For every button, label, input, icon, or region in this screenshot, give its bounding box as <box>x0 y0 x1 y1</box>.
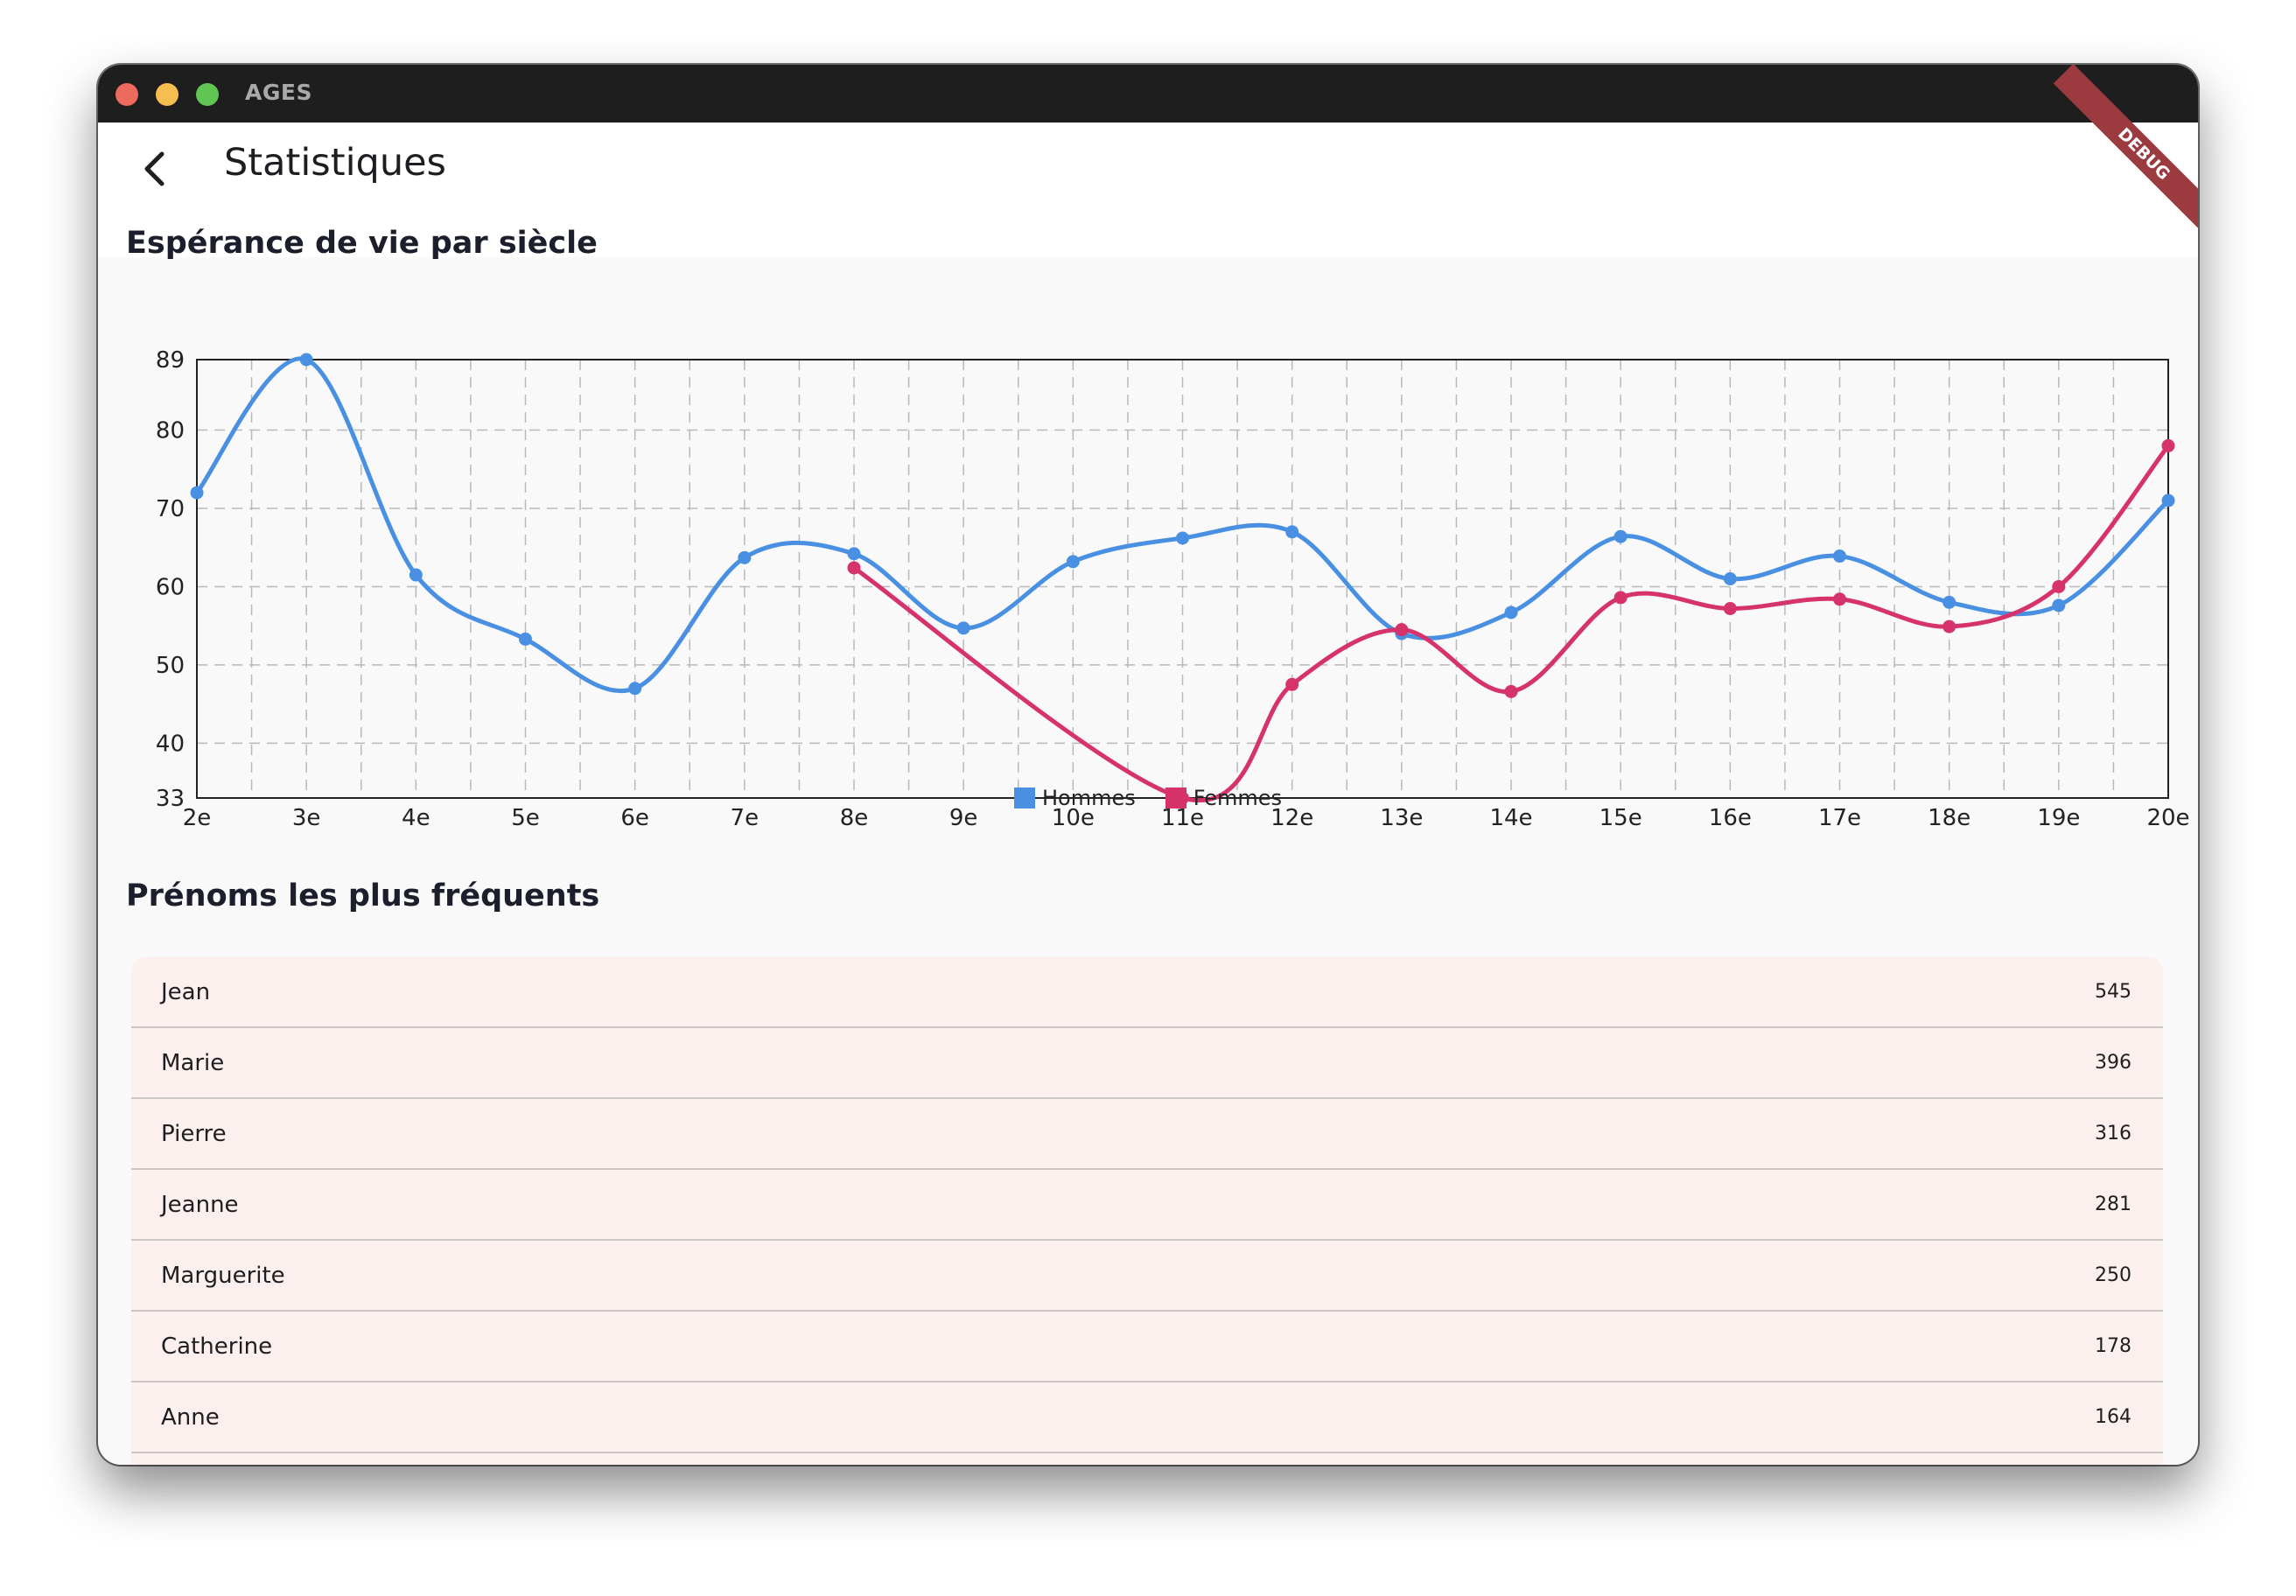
legend-item-femmes[interactable]: Femmes <box>1165 786 1283 810</box>
x-tick-label: 8e <box>840 805 869 831</box>
x-tick-label: 3e <box>292 805 321 831</box>
data-point-femmes <box>1614 591 1628 605</box>
data-point-femmes <box>1285 677 1299 691</box>
x-tick-label: 18e <box>1928 805 1970 831</box>
legend-swatch-femmes <box>1165 788 1186 808</box>
list-item[interactable]: Marie 396 <box>131 1028 2163 1099</box>
data-point-femmes <box>1723 601 1737 615</box>
data-point-femmes <box>1833 592 1846 606</box>
x-tick-label: 4e <box>402 805 430 831</box>
y-tick-label: 40 <box>156 731 185 757</box>
data-point-hommes <box>1285 525 1299 539</box>
data-point-hommes <box>628 682 642 696</box>
series-line-hommes <box>195 356 2170 694</box>
data-point-femmes <box>1504 684 1518 698</box>
data-point-hommes <box>738 550 752 564</box>
x-tick-label: 9e <box>949 805 978 831</box>
list-item[interactable]: Anne 164 <box>131 1382 2163 1453</box>
y-tick-label: 50 <box>156 653 185 679</box>
data-point-hommes <box>2052 598 2066 612</box>
data-point-hommes <box>1833 550 1846 564</box>
data-point-femmes <box>847 561 861 575</box>
data-point-femmes <box>1942 620 1956 634</box>
count-label: 316 <box>2095 1123 2132 1144</box>
window-title: AGES <box>245 80 312 105</box>
list-item[interactable]: Marguerite 250 <box>131 1241 2163 1312</box>
data-point-hommes <box>1942 595 1956 609</box>
frequent-names-title: Prénoms les plus fréquents <box>126 878 600 914</box>
x-tick-label: 10e <box>1052 805 1095 831</box>
data-point-hommes <box>1614 529 1628 543</box>
count-label: 396 <box>2095 1052 2132 1074</box>
data-point-hommes <box>1176 531 1189 545</box>
list-item[interactable]: Jean 545 <box>131 957 2163 1028</box>
app-bar <box>98 122 2198 257</box>
data-point-hommes <box>956 621 970 635</box>
life-expectancy-chart: 33 40 50 60 70 80 89 2e 3e 4e 5e 6e 7e 8e 9e 10e 11e 12e 1… <box>98 257 2198 922</box>
x-tick-label: 14e <box>1489 805 1532 831</box>
name-label: Jeanne <box>161 1191 239 1218</box>
data-point-femmes <box>2052 579 2066 593</box>
data-point-hommes <box>2161 494 2175 508</box>
name-label: Marie <box>161 1049 225 1076</box>
name-label: Anne <box>161 1404 220 1431</box>
x-tick-label: 13e <box>1380 805 1423 831</box>
y-tick-label: 70 <box>156 496 185 522</box>
name-label: Catherine <box>161 1333 273 1360</box>
x-tick-label: 7e <box>731 805 760 831</box>
x-tick-label: 15e <box>1600 805 1642 831</box>
data-point-femmes <box>2161 438 2175 452</box>
data-point-hommes <box>299 353 313 367</box>
legend-label-femmes: Femmes <box>1193 786 1283 810</box>
x-tick-label: 16e <box>1709 805 1752 831</box>
x-tick-label: 11e <box>1161 805 1204 831</box>
data-point-hommes <box>1723 572 1737 585</box>
frequent-names-list: Jean 545 Marie 396 Pierre 316 Jeanne 281… <box>131 957 2163 1465</box>
count-label: 545 <box>2095 981 2132 1003</box>
data-point-hommes <box>1504 606 1518 620</box>
back-arrow-icon <box>144 151 164 186</box>
y-tick-label: 33 <box>156 786 185 812</box>
count-label: 281 <box>2095 1194 2132 1215</box>
data-point-hommes <box>519 632 532 646</box>
chart-legend: Hommes Femmes <box>98 786 2198 810</box>
data-point-hommes <box>190 486 204 500</box>
x-tick-label: 20e <box>2146 805 2189 831</box>
legend-label-hommes: Hommes <box>1041 786 1136 810</box>
list-item[interactable]: Pierre 316 <box>131 1099 2163 1170</box>
legend-item-hommes[interactable]: Hommes <box>1013 786 1136 810</box>
list-item[interactable]: Catherine 178 <box>131 1312 2163 1382</box>
data-point-hommes <box>1066 555 1080 569</box>
life-expectancy-title: Espérance de vie par siècle <box>126 226 598 261</box>
legend-swatch-hommes <box>1013 788 1035 808</box>
page-title: Statistiques <box>224 141 446 185</box>
x-tick-label: 5e <box>511 805 540 831</box>
y-tick-label: 60 <box>156 574 185 600</box>
data-point-femmes <box>1395 623 1409 637</box>
x-tick-label: 2e <box>183 805 212 831</box>
x-tick-label: 12e <box>1270 805 1313 831</box>
app-window: AGES Statistiques DEBUG Espérance de vie… <box>98 65 2198 1465</box>
x-tick-label: 17e <box>1818 805 1861 831</box>
minimize-window-button[interactable] <box>156 83 178 106</box>
count-label: 164 <box>2095 1406 2132 1428</box>
data-point-hommes <box>409 568 423 582</box>
name-label: Pierre <box>161 1120 227 1147</box>
data-point-hommes <box>847 547 861 561</box>
close-window-button[interactable] <box>116 83 138 106</box>
count-label: 178 <box>2095 1335 2132 1357</box>
y-tick-label: 80 <box>156 418 185 444</box>
name-label: Jean <box>161 978 211 1005</box>
count-label: 250 <box>2095 1264 2132 1286</box>
x-tick-label: 6e <box>620 805 649 831</box>
maximize-window-button[interactable] <box>196 83 219 106</box>
back-button[interactable] <box>128 142 182 196</box>
series-line-femmes <box>852 444 2170 802</box>
y-tick-label: 89 <box>156 347 185 374</box>
list-item[interactable]: Jeanne 281 <box>131 1170 2163 1241</box>
x-tick-label: 19e <box>2037 805 2080 831</box>
name-label: Marguerite <box>161 1262 285 1289</box>
title-bar: AGES <box>98 65 2198 122</box>
chart-svg: 33 40 50 60 70 80 89 2e 3e 4e 5e 6e 7e 8e 9e 10e 11e 12e 1… <box>156 347 2190 831</box>
